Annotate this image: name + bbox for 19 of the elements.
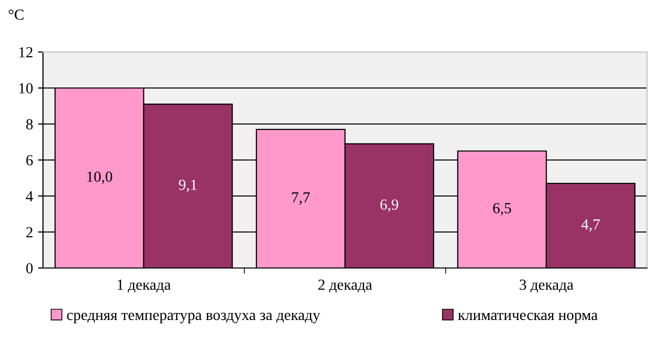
- y-tick-label: 6: [26, 155, 33, 166]
- x-tick-label: 3 декада: [520, 280, 574, 293]
- y-tick-label: 10: [19, 83, 33, 94]
- x-tick-label: 2 декада: [318, 280, 372, 293]
- x-tick-label: 1 декада: [118, 280, 171, 293]
- y-axis-title: °C: [8, 10, 24, 20]
- data-label: 4,7: [581, 219, 600, 232]
- data-label: 10,0: [87, 172, 112, 184]
- y-tick-label: 2: [26, 227, 32, 238]
- legend-label: средняя температура воздуха за декаду: [67, 312, 320, 324]
- data-label: 9,1: [178, 180, 197, 192]
- y-tick-label: 12: [19, 47, 32, 58]
- data-label: 6,9: [380, 199, 398, 212]
- y-tick-label: 8: [26, 119, 33, 130]
- y-tick-label: 4: [26, 191, 34, 202]
- data-label: 6,5: [493, 203, 511, 216]
- data-label: 7,7: [292, 192, 310, 205]
- legend-label: климатическая норма: [458, 312, 598, 324]
- y-tick-label: 0: [26, 263, 33, 274]
